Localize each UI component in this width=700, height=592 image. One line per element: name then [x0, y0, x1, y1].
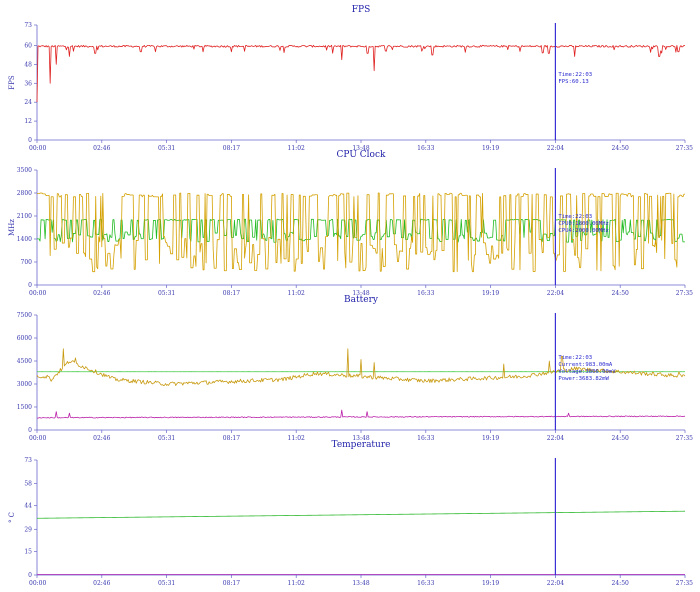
y-axis-label: ° C: [8, 512, 16, 523]
x-tick-label: 00:00: [29, 290, 46, 297]
chart-fps: FPS 0 12 24 36 48 60 73 00:00 02:46 05:31 08:17 11:0…: [8, 5, 693, 152]
y-tick-label: 0: [28, 572, 32, 579]
x-tick-label: 02:46: [93, 580, 110, 587]
x-tick-label: 00:00: [29, 435, 46, 442]
tooltip-line: CPU4:2000.00MHz: [558, 228, 609, 234]
x-tick-label: 19:19: [482, 145, 499, 152]
chart-title: Battery: [344, 295, 379, 305]
x-tick-label: 16:33: [417, 580, 434, 587]
x-tick-label: 05:31: [158, 580, 175, 587]
series-line-battery_current: [36, 409, 686, 419]
y-tick-label: 3000: [17, 381, 32, 388]
x-tick-label: 11:02: [288, 435, 305, 442]
tooltip-line: FPS:60.13: [558, 79, 588, 85]
series-line-battery_power: [36, 348, 686, 386]
tooltip-line: Power:3683.82mW: [558, 376, 609, 382]
x-tick-label: 08:17: [223, 435, 240, 442]
series-line-cpu_big: [37, 192, 685, 273]
x-tick-label: 05:31: [158, 290, 175, 297]
y-tick-label: 1500: [17, 404, 32, 411]
y-tick-label: 0: [28, 427, 32, 434]
tooltip-line: Time:22:03: [558, 214, 592, 220]
y-axis-label: FPS: [8, 75, 16, 90]
series-line-fps: [36, 44, 686, 103]
y-tick-label: 2800: [17, 190, 32, 197]
tooltip-line: CPU0:1800.00MHz: [558, 221, 609, 227]
tooltip-line: Current:983.00mA: [558, 362, 613, 368]
x-tick-label: 22:04: [547, 145, 564, 152]
x-tick-label: 02:46: [93, 290, 110, 297]
x-tick-label: 24:50: [612, 580, 629, 587]
y-tick-label: 12: [24, 118, 32, 125]
y-tick-label: 4500: [17, 358, 32, 365]
y-tick-label: 2100: [17, 213, 32, 220]
x-tick-label: 16:33: [417, 145, 434, 152]
y-tick-label: 29: [24, 526, 32, 533]
x-tick-label: 16:33: [417, 290, 434, 297]
x-tick-label: 19:19: [482, 435, 499, 442]
x-tick-label: 13:48: [352, 290, 369, 297]
chart-battery: Battery 0 1500 3000 4500 6000 7500 00:00 02:46 05…: [17, 295, 693, 442]
tooltip-line: Time:22:03: [558, 72, 592, 78]
x-tick-label: 13:48: [352, 580, 369, 587]
chart-title: FPS: [352, 5, 370, 15]
chart-temperature: Temperature 0 15 29 44 58 73 00:00 02:46 05:31 08:…: [8, 440, 693, 587]
x-tick-label: 02:46: [93, 145, 110, 152]
x-tick-label: 08:17: [223, 290, 240, 297]
x-tick-label: 27:35: [676, 435, 693, 442]
x-tick-label: 24:50: [612, 290, 629, 297]
x-tick-label: 00:00: [29, 145, 46, 152]
x-tick-label: 27:35: [676, 145, 693, 152]
y-tick-label: 58: [24, 481, 32, 488]
x-tick-label: 22:04: [547, 290, 564, 297]
x-tick-label: 27:35: [676, 580, 693, 587]
y-tick-label: 1400: [17, 236, 32, 243]
x-tick-label: 02:46: [93, 435, 110, 442]
y-tick-label: 36: [24, 80, 32, 87]
x-tick-label: 16:33: [417, 435, 434, 442]
chart-title: CPU Clock: [337, 150, 386, 160]
x-tick-label: 13:48: [352, 435, 369, 442]
x-tick-label: 00:00: [29, 580, 46, 587]
x-tick-label: 27:35: [676, 290, 693, 297]
y-tick-label: 15: [24, 548, 32, 555]
x-tick-label: 08:17: [223, 145, 240, 152]
y-tick-label: 44: [24, 503, 32, 510]
y-axis-label: MHz: [8, 219, 16, 236]
y-tick-label: 700: [21, 259, 33, 266]
x-tick-label: 11:02: [288, 145, 305, 152]
x-tick-label: 11:02: [288, 290, 305, 297]
tooltip-line: Voltage:3806.00mV: [558, 369, 616, 375]
x-tick-label: 19:19: [482, 290, 499, 297]
x-tick-label: 22:04: [547, 580, 564, 587]
y-tick-label: 73: [24, 22, 32, 29]
y-tick-label: 0: [28, 282, 32, 289]
x-tick-label: 24:50: [612, 145, 629, 152]
y-tick-label: 60: [24, 42, 32, 49]
y-tick-label: 0: [28, 137, 32, 144]
y-tick-label: 6000: [17, 335, 32, 342]
x-tick-label: 08:17: [223, 580, 240, 587]
y-tick-label: 73: [24, 457, 32, 464]
series-line-temp_cpu: [36, 510, 686, 519]
y-tick-label: 3500: [17, 167, 32, 174]
x-tick-label: 19:19: [482, 580, 499, 587]
y-tick-label: 48: [24, 61, 32, 68]
y-tick-label: 24: [24, 99, 32, 106]
x-tick-label: 05:31: [158, 145, 175, 152]
chart-title: Temperature: [332, 440, 391, 450]
x-tick-label: 22:04: [547, 435, 564, 442]
y-tick-label: 7500: [17, 312, 32, 319]
chart-cpu: CPU Clock 0 700 1400 2100 2800 3500 00:00 02:46 0…: [8, 150, 693, 297]
x-tick-label: 24:50: [612, 435, 629, 442]
x-tick-label: 11:02: [288, 580, 305, 587]
tooltip-line: Time:22:03: [558, 355, 592, 361]
x-tick-label: 05:31: [158, 435, 175, 442]
x-tick-label: 13:48: [352, 145, 369, 152]
